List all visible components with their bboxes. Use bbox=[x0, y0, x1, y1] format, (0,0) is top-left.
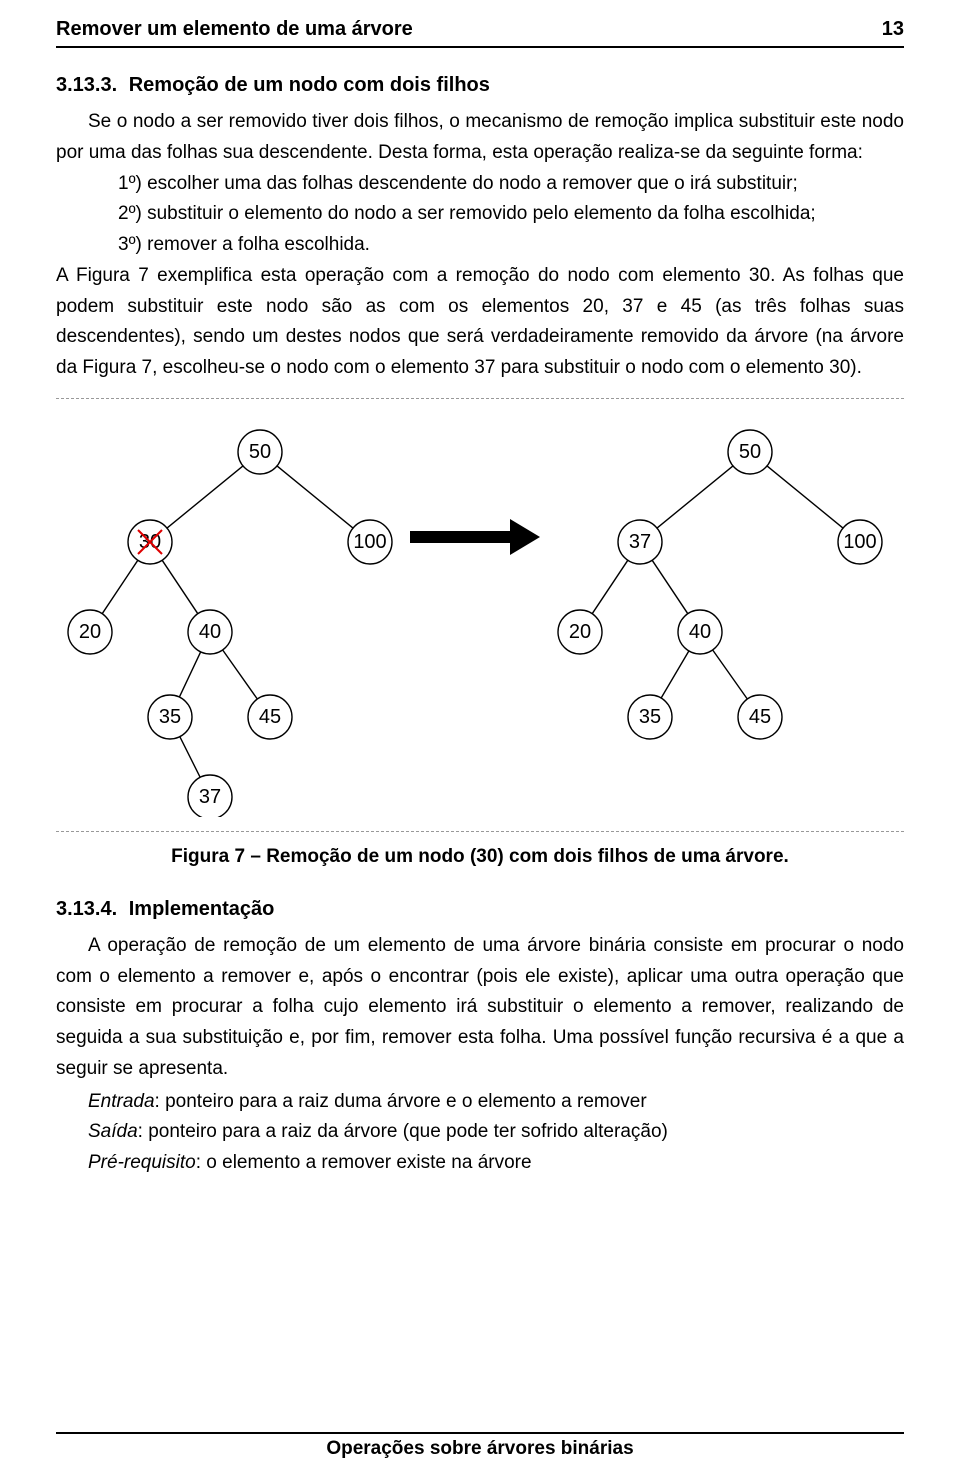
page-footer: Operações sobre árvores binárias bbox=[56, 1432, 904, 1460]
section1-step1: 1º) escolher uma das folhas descendente … bbox=[56, 169, 904, 200]
tree-node-37: 37 bbox=[618, 520, 662, 564]
section2-para-text: A operação de remoção de um elemento de … bbox=[56, 931, 904, 1085]
section-heading-3-13-4: 3.13.4. Implementação bbox=[56, 898, 904, 921]
header-rule bbox=[56, 46, 904, 48]
prereq-text: : o elemento a remover existe na árvore bbox=[196, 1152, 532, 1173]
figure-7-caption: Figura 7 – Remoção de um nodo (30) com d… bbox=[56, 846, 904, 868]
svg-text:37: 37 bbox=[199, 786, 221, 808]
svg-text:40: 40 bbox=[689, 621, 711, 643]
tree-node-100: 100 bbox=[838, 520, 882, 564]
tree-node-35: 35 bbox=[148, 695, 192, 739]
svg-text:40: 40 bbox=[199, 621, 221, 643]
tree-node-45: 45 bbox=[738, 695, 782, 739]
section1-para1-text: Se o nodo a ser removido tiver dois filh… bbox=[56, 107, 904, 169]
section-number: 3.13.3. bbox=[56, 74, 117, 96]
tree-node-50: 50 bbox=[238, 430, 282, 474]
section1-step2: 2º) substituir o elemento do nodo a ser … bbox=[56, 199, 904, 230]
svg-text:100: 100 bbox=[843, 531, 876, 553]
svg-text:35: 35 bbox=[639, 706, 661, 728]
tree-node-40: 40 bbox=[188, 610, 232, 654]
svg-text:20: 20 bbox=[569, 621, 591, 643]
figure-7-frame: 50301002040354537503710020403545 bbox=[56, 398, 904, 832]
tree-node-37: 37 bbox=[188, 775, 232, 817]
saida-text: : ponteiro para a raiz da árvore (que po… bbox=[138, 1121, 668, 1142]
svg-text:35: 35 bbox=[159, 706, 181, 728]
section1-step3: 3º) remover a folha escolhida. bbox=[56, 230, 904, 261]
saida-label: Saída bbox=[88, 1121, 138, 1142]
section1-para1: Se o nodo a ser removido tiver dois filh… bbox=[56, 107, 904, 169]
section1-para2: A Figura 7 exemplifica esta operação com… bbox=[56, 261, 904, 384]
saida-line: Saída: ponteiro para a raiz da árvore (q… bbox=[56, 1117, 904, 1148]
svg-text:45: 45 bbox=[259, 706, 281, 728]
section2-para: A operação de remoção de um elemento de … bbox=[56, 931, 904, 1085]
svg-text:45: 45 bbox=[749, 706, 771, 728]
tree-node-50: 50 bbox=[728, 430, 772, 474]
figure-7-diagram: 50301002040354537503710020403545 bbox=[60, 417, 900, 817]
section-heading-3-13-3: 3.13.3. Remoção de um nodo com dois filh… bbox=[56, 74, 904, 97]
tree-node-45: 45 bbox=[248, 695, 292, 739]
svg-text:50: 50 bbox=[249, 441, 271, 463]
footer-text: Operações sobre árvores binárias bbox=[56, 1438, 904, 1460]
svg-text:20: 20 bbox=[79, 621, 101, 643]
tree-node-20: 20 bbox=[558, 610, 602, 654]
prereq-label: Pré-requisito bbox=[88, 1152, 196, 1173]
entrada-label: Entrada bbox=[88, 1091, 155, 1112]
footer-rule bbox=[56, 1432, 904, 1434]
tree-node-35: 35 bbox=[628, 695, 672, 739]
svg-text:50: 50 bbox=[739, 441, 761, 463]
entrada-line: Entrada: ponteiro para a raiz duma árvor… bbox=[56, 1087, 904, 1118]
svg-text:37: 37 bbox=[629, 531, 651, 553]
page-header: Remover um elemento de uma árvore 13 bbox=[56, 18, 904, 44]
svg-text:100: 100 bbox=[353, 531, 386, 553]
entrada-text: : ponteiro para a raiz duma árvore e o e… bbox=[155, 1091, 647, 1112]
tree-node-100: 100 bbox=[348, 520, 392, 564]
tree-node-40: 40 bbox=[678, 610, 722, 654]
section-title: Remoção de um nodo com dois filhos bbox=[129, 74, 490, 96]
header-page-number: 13 bbox=[882, 18, 904, 41]
tree-node-20: 20 bbox=[68, 610, 112, 654]
section-title: Implementação bbox=[129, 898, 275, 920]
header-title: Remover um elemento de uma árvore bbox=[56, 18, 413, 41]
section-number: 3.13.4. bbox=[56, 898, 117, 920]
prereq-line: Pré-requisito: o elemento a remover exis… bbox=[56, 1148, 904, 1179]
